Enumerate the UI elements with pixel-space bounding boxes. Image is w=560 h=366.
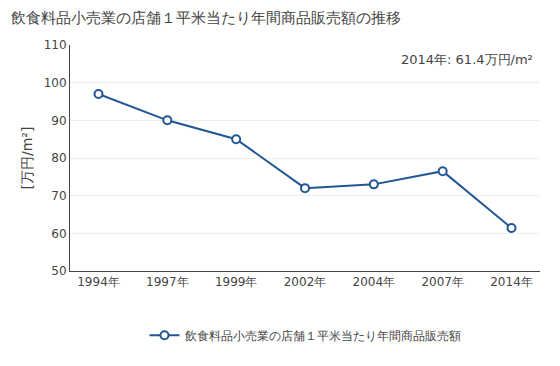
svg-text:[万円/m²]: [万円/m²] — [19, 127, 35, 190]
svg-text:70: 70 — [51, 189, 66, 203]
svg-text:1994年: 1994年 — [77, 275, 120, 289]
svg-text:60: 60 — [51, 227, 66, 241]
svg-text:2004年: 2004年 — [353, 275, 396, 289]
svg-text:2014年: 61.4万円/m²: 2014年: 61.4万円/m² — [401, 52, 533, 67]
svg-text:2007年: 2007年 — [421, 275, 464, 289]
svg-text:2002年: 2002年 — [284, 275, 327, 289]
svg-text:1997年: 1997年 — [146, 275, 189, 289]
svg-text:50: 50 — [51, 264, 66, 278]
svg-text:飲食料品小売業の店舗１平米当たり年間商品販売額: 飲食料品小売業の店舗１平米当たり年間商品販売額 — [185, 329, 461, 343]
svg-text:飲食料品小売業の店舗１平米当たり年間商品販売額の推移: 飲食料品小売業の店舗１平米当たり年間商品販売額の推移 — [11, 9, 401, 27]
svg-text:2014年: 2014年 — [490, 275, 533, 289]
svg-text:1999年: 1999年 — [215, 275, 258, 289]
svg-text:110: 110 — [44, 38, 67, 52]
svg-text:80: 80 — [51, 151, 66, 165]
svg-text:90: 90 — [51, 114, 66, 128]
svg-text:100: 100 — [44, 76, 67, 90]
